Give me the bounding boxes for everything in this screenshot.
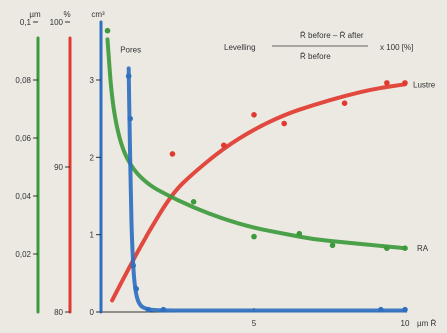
data-point-ra: [104, 27, 111, 34]
data-point-ra: [329, 242, 336, 249]
y-tick-label-pct: 100: [50, 18, 64, 27]
data-point-pores: [127, 115, 133, 122]
series-line-ra: [105, 37, 407, 251]
y-tick-label-cm3: 3: [90, 76, 95, 85]
formula-lhs: Levelling: [224, 43, 256, 52]
x-tick-label: 10: [401, 319, 410, 328]
y-axis-unit-cm3: cm³: [91, 10, 105, 19]
data-point-ra: [296, 230, 303, 237]
data-point-lustre: [281, 120, 288, 127]
data-point-pores: [402, 306, 408, 313]
series-line-lustre: [110, 82, 407, 303]
data-point-pores: [125, 73, 132, 79]
series-label-pores: Pores: [120, 45, 141, 54]
data-point-ra: [384, 245, 390, 251]
data-point-pores: [130, 262, 136, 269]
data-point-ra: [402, 245, 408, 251]
y-tick-label-um: 0,1: [20, 18, 32, 27]
x-axis-unit: µm R̄: [417, 319, 436, 328]
data-point-lustre: [169, 151, 176, 157]
series-line-pores: [126, 66, 407, 313]
y-tick-label-cm3: 0: [90, 308, 95, 317]
y-tick-label-cm3: 2: [90, 153, 95, 162]
y-tick-label-um: 0,04: [15, 192, 31, 201]
data-point-pores: [160, 306, 167, 313]
data-point-lustre: [251, 112, 257, 118]
data-point-pores: [133, 286, 140, 292]
series-label-ra: RA: [417, 244, 429, 253]
y-tick-label-um: 0,02: [15, 250, 31, 259]
axes-layer: 5 10 µm R̄µm0,10,080,060,040,02%1009080cm³…: [15, 10, 436, 328]
y-tick-label-pct: 90: [54, 163, 63, 172]
data-point-lustre: [221, 142, 227, 149]
data-point-lustre: [402, 80, 408, 86]
series-label-lustre: Lustre: [413, 80, 436, 89]
data-point-pores: [378, 306, 384, 313]
y-tick-label-cm3: 1: [90, 231, 95, 240]
y-tick-label-um: 0,08: [15, 76, 31, 85]
data-point-ra: [251, 233, 257, 240]
y-tick-label-pct: 80: [54, 308, 63, 317]
series-layer: Lustre RA Pores: [104, 27, 436, 313]
data-point-lustre: [341, 100, 348, 106]
formula-denominator: R̄ before: [300, 52, 331, 61]
y-axis-unit-pct: %: [63, 10, 70, 19]
x-tick-label: 5: [252, 319, 257, 328]
y-tick-label-um: 0,06: [15, 134, 31, 143]
data-point-lustre: [384, 80, 390, 86]
y-axis-unit-um: µm: [29, 10, 41, 19]
data-point-pores: [145, 306, 152, 313]
data-point-ra: [190, 199, 197, 205]
formula-numerator: R̄ before – R̄ after: [300, 31, 364, 40]
formula-suffix: x 100 [%]: [380, 43, 413, 52]
